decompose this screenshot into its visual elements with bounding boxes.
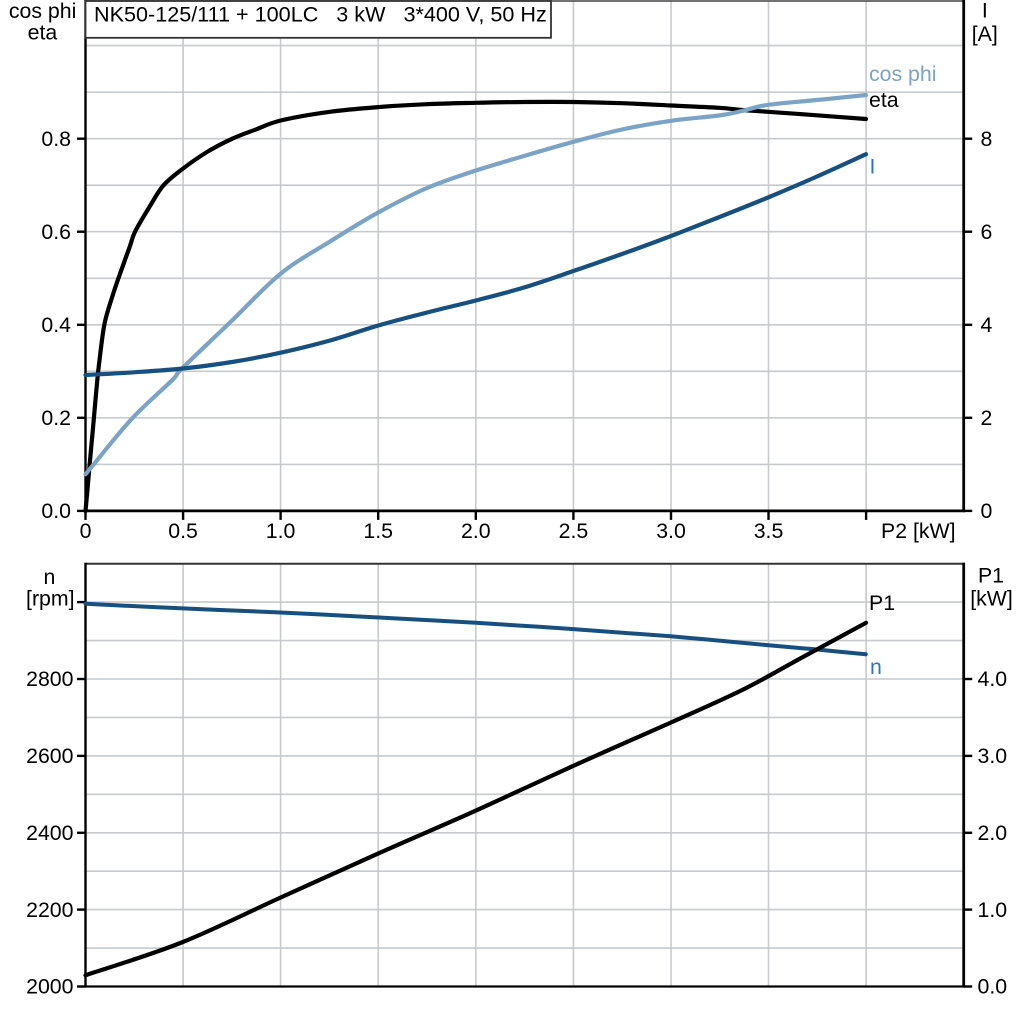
svg-text:3.0: 3.0 bbox=[978, 744, 1008, 768]
svg-text:0.5: 0.5 bbox=[168, 519, 198, 543]
svg-text:eta: eta bbox=[28, 21, 58, 45]
svg-text:NK50-125/111 + 100LC 3 kW: NK50-125/111 + 100LC 3 kW 3*400 V, 50 Hz bbox=[94, 2, 547, 27]
svg-text:1.5: 1.5 bbox=[363, 519, 393, 543]
svg-text:P1: P1 bbox=[869, 591, 895, 615]
svg-text:n: n bbox=[870, 655, 882, 679]
svg-text:P1: P1 bbox=[978, 564, 1004, 588]
svg-text:2200: 2200 bbox=[26, 898, 74, 922]
svg-text:0.6: 0.6 bbox=[41, 220, 71, 244]
svg-text:0.0: 0.0 bbox=[978, 975, 1008, 999]
svg-text:1.0: 1.0 bbox=[266, 519, 296, 543]
svg-text:I: I bbox=[982, 0, 988, 22]
svg-text:I: I bbox=[870, 155, 876, 179]
svg-text:2800: 2800 bbox=[26, 667, 74, 691]
svg-text:[kW]: [kW] bbox=[970, 587, 1013, 611]
svg-text:4.0: 4.0 bbox=[978, 667, 1008, 691]
svg-text:0.8: 0.8 bbox=[41, 127, 71, 151]
svg-text:0.2: 0.2 bbox=[41, 406, 71, 430]
svg-text:0: 0 bbox=[981, 499, 993, 523]
svg-text:0.4: 0.4 bbox=[41, 313, 71, 337]
svg-text:2: 2 bbox=[981, 406, 993, 430]
svg-text:cos phi: cos phi bbox=[9, 0, 76, 23]
svg-text:n: n bbox=[43, 565, 55, 589]
svg-text:2600: 2600 bbox=[26, 744, 74, 768]
svg-text:3.5: 3.5 bbox=[754, 519, 784, 543]
svg-text:eta: eta bbox=[869, 88, 899, 112]
svg-text:6: 6 bbox=[981, 220, 993, 244]
svg-text:2.5: 2.5 bbox=[559, 519, 589, 543]
svg-text:2.0: 2.0 bbox=[978, 821, 1008, 845]
svg-text:0.0: 0.0 bbox=[41, 499, 71, 523]
svg-text:2400: 2400 bbox=[26, 821, 74, 845]
svg-text:1.0: 1.0 bbox=[978, 898, 1008, 922]
svg-text:[rpm]: [rpm] bbox=[26, 586, 75, 610]
svg-text:[A]: [A] bbox=[972, 22, 998, 46]
svg-text:0: 0 bbox=[80, 519, 92, 543]
svg-text:P2 [kW]: P2 [kW] bbox=[881, 519, 956, 543]
svg-text:4: 4 bbox=[981, 313, 993, 337]
svg-text:3.0: 3.0 bbox=[656, 519, 686, 543]
svg-text:8: 8 bbox=[981, 127, 993, 151]
svg-text:cos phi: cos phi bbox=[869, 62, 936, 86]
svg-text:2.0: 2.0 bbox=[461, 519, 491, 543]
svg-text:2000: 2000 bbox=[26, 975, 74, 999]
